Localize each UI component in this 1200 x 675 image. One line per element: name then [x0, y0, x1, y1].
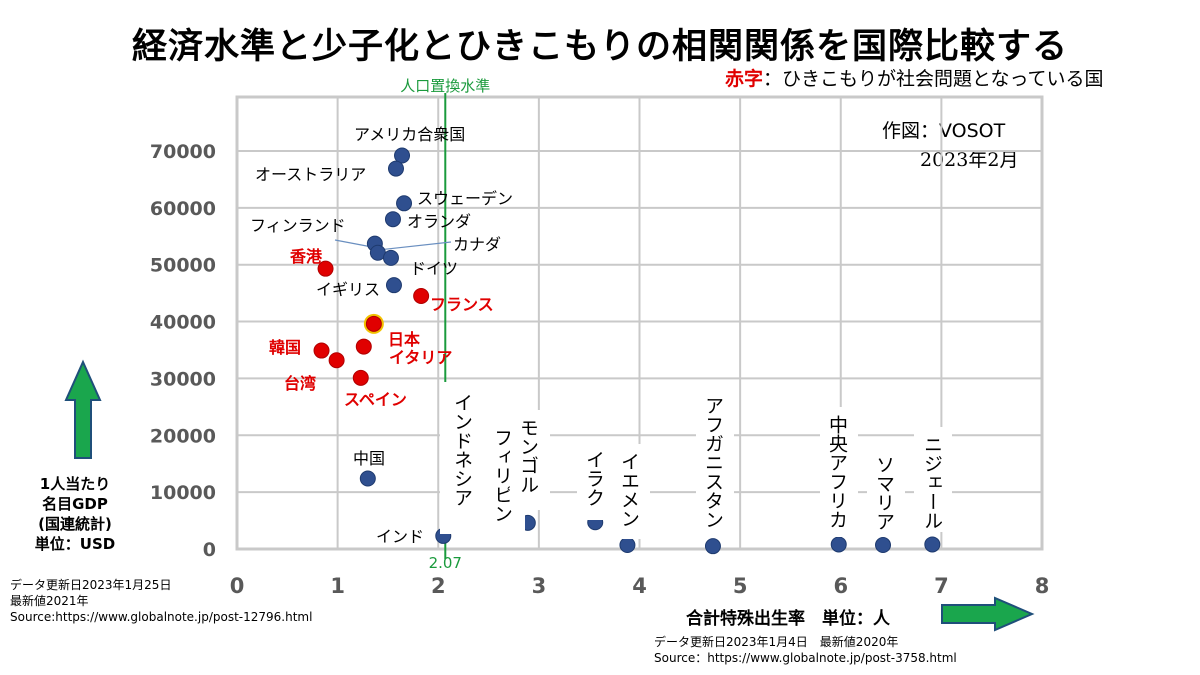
axis-layer: 0 1 2 3 4 5 6 7 8 0 10000 20000 30000 40000 50000 60000…: [150, 141, 1049, 598]
data-point: [396, 195, 413, 212]
x-source-url: Source：https://www.globalnote.jp/post-37…: [654, 651, 957, 665]
point-label: アフガニスタン: [702, 396, 724, 529]
point-label: フランス: [430, 295, 494, 314]
arrow-layer: [64, 359, 1035, 632]
y-tick-label: 30000: [150, 368, 216, 390]
data-point: [365, 315, 382, 332]
leader-line: [334, 239, 373, 248]
point-layer: [313, 147, 941, 555]
y-tick-label: 50000: [150, 255, 216, 277]
y-tick-label: 40000: [150, 312, 216, 334]
data-point: [394, 147, 411, 164]
y-tick-label: 60000: [150, 198, 216, 220]
point-label: 台湾: [284, 374, 316, 393]
x-tick-label: 8: [1035, 574, 1050, 598]
replacement-level-label: 人口置換水準: [400, 77, 490, 95]
point-label: 韓国: [269, 338, 301, 357]
point-label: カナダ: [453, 235, 501, 254]
data-point: [359, 470, 376, 487]
x-tick-label: 5: [733, 574, 748, 598]
data-point: [317, 260, 334, 277]
x-source-updated: データ更新日2023年1月4日 最新値2020年: [654, 635, 899, 649]
point-label: イエメン: [618, 452, 640, 528]
point-label: 中国: [353, 449, 385, 468]
data-point: [704, 538, 721, 555]
point-label: ニジェール: [921, 435, 943, 530]
label-background: [696, 388, 734, 538]
point-label: ソマリア: [873, 455, 895, 531]
label-background: [914, 427, 952, 532]
x-source-note: データ更新日2023年1月4日 最新値2020年 Source：https://…: [654, 634, 957, 666]
point-label: オーストラリア: [255, 165, 366, 184]
data-point: [313, 342, 330, 359]
x-tick-label: 4: [632, 574, 647, 598]
point-label: イギリス: [316, 280, 380, 299]
data-point: [619, 537, 636, 554]
point-label: アメリカ合衆国: [354, 125, 465, 144]
legend-highlight-text: 赤字: [725, 68, 764, 90]
point-label: オランダ: [407, 212, 471, 231]
data-point: [385, 277, 402, 294]
y-source-updated: データ更新日2023年1月25日: [10, 578, 172, 592]
data-point: [355, 338, 372, 355]
data-point: [830, 536, 847, 553]
data-point: [384, 211, 401, 228]
data-point: [387, 160, 404, 177]
author-credit: 作図：VOSOT: [882, 120, 1006, 142]
y-source-url: Source:https://www.globalnote.jp/post-12…: [10, 610, 313, 624]
data-point: [328, 352, 345, 369]
y-source-latest: 最新値2021年: [10, 594, 89, 608]
x-tick-label: 0: [230, 574, 245, 598]
point-label: イラク: [583, 450, 605, 507]
leader-line: [377, 241, 452, 251]
label-background: [612, 444, 650, 539]
y-tick-label: 0: [203, 539, 216, 561]
point-label: フィリピン: [491, 428, 513, 523]
point-label: モンゴル: [517, 418, 539, 494]
x-tick-label: 1: [330, 574, 345, 598]
point-label: フィンランド: [250, 216, 346, 235]
x-tick-label: 6: [833, 574, 848, 598]
label-background: [867, 447, 905, 532]
label-background: [577, 442, 615, 520]
y-tick-label: 20000: [150, 425, 216, 447]
point-label: 日本: [388, 330, 420, 349]
x-tick-label: 7: [934, 574, 949, 598]
legend-note: 赤字：ひきこもりが社会問題となっている国: [725, 64, 1104, 91]
x-tick-label: 3: [532, 574, 547, 598]
data-point: [352, 369, 369, 386]
point-label: インド: [376, 527, 424, 546]
y-direction-arrow: [64, 359, 102, 459]
credit-date: 2023年2月: [920, 149, 1019, 171]
data-point: [413, 287, 430, 304]
point-label: 中央アフリカ: [826, 415, 848, 529]
data-point: [875, 537, 892, 554]
point-label: スウェーデン: [417, 189, 513, 208]
label-background: [510, 410, 550, 510]
label-background: [440, 382, 485, 534]
y-tick-label: 10000: [150, 482, 216, 504]
legend-description: ：ひきこもりが社会問題となっている国: [763, 68, 1104, 90]
leader-line-layer: [334, 239, 452, 251]
point-label: ドイツ: [410, 259, 458, 278]
y-axis-label: 1人当たり 名目GDP (国連統計) 単位：USD: [34, 475, 116, 553]
x-direction-arrow: [941, 596, 1035, 632]
y-tick-label: 70000: [150, 141, 216, 163]
x-axis-label: 合計特殊出生率 単位：人: [686, 609, 890, 629]
point-label: インドネシア: [451, 393, 473, 507]
replacement-level-value: 2.07: [429, 554, 462, 572]
chart-title: 経済水準と少子化とひきこもりの相関関係を国際比較する: [131, 27, 1068, 67]
data-point: [382, 249, 399, 266]
x-tick-label: 2: [431, 574, 446, 598]
point-label: 香港: [289, 247, 323, 266]
data-point: [924, 536, 941, 553]
y-source-note: データ更新日2023年1月25日 最新値2021年 Source:https:/…: [10, 577, 312, 625]
point-label: スペイン: [344, 390, 407, 409]
label-background: [820, 407, 858, 537]
point-label: イタリア: [389, 348, 452, 367]
